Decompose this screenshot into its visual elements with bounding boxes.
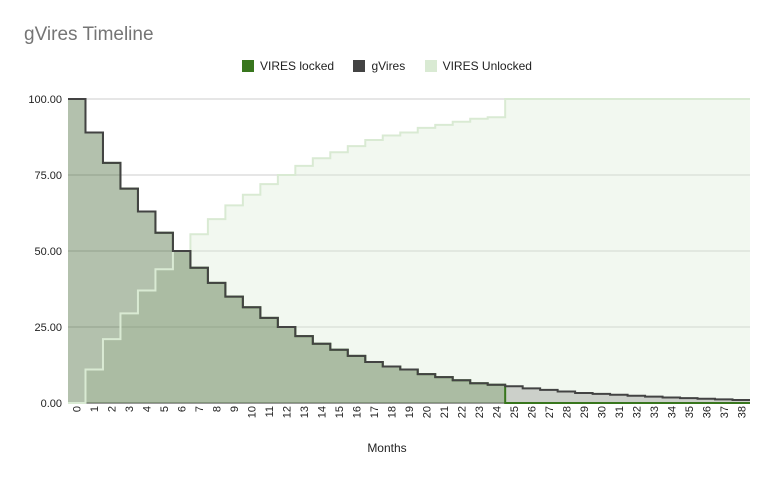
- y-tick-label: 25.00: [34, 322, 62, 334]
- x-tick-label: 10: [247, 406, 259, 418]
- x-tick-label: 11: [264, 406, 276, 417]
- x-tick-label: 16: [352, 406, 364, 418]
- x-tick-label: 13: [299, 406, 311, 418]
- x-tick-label: 0: [72, 406, 84, 412]
- x-tick-label: 18: [387, 406, 399, 418]
- x-axis-ticks: 0 1 2 3 4 5 6 7 8 9 10 11 12 13 14 15 16 17 18 19 20 21 22 23 24…: [72, 406, 749, 418]
- legend-swatch-vires-locked: [242, 59, 255, 72]
- y-tick-label: 100.00: [28, 94, 62, 106]
- legend-item-vires-locked[interactable]: VIRES locked: [242, 59, 334, 73]
- area-gvires: [68, 99, 750, 403]
- x-tick-label: 29: [579, 406, 591, 418]
- x-tick-label: 12: [282, 406, 294, 418]
- legend-item-vires-unlocked[interactable]: VIRES Unlocked: [424, 58, 532, 73]
- y-tick-label: 75.00: [34, 170, 62, 182]
- x-tick-label: 35: [684, 406, 696, 418]
- x-tick-label: 17: [369, 406, 381, 418]
- x-tick-label: 28: [561, 406, 573, 418]
- x-tick-label: 34: [666, 406, 678, 418]
- legend-label-vires-locked: VIRES locked: [260, 58, 335, 73]
- x-tick-label: 7: [194, 406, 206, 412]
- chart-title: gVires Timeline: [24, 24, 154, 45]
- legend-item-gvires[interactable]: gVires: [353, 59, 405, 73]
- series-areas: [68, 99, 750, 403]
- line-gvires: [68, 98, 750, 401]
- x-tick-label: 20: [421, 406, 433, 418]
- x-tick-label: 3: [124, 406, 136, 412]
- legend-label-gvires: gVires: [371, 58, 406, 73]
- x-tick-label: 5: [159, 406, 171, 412]
- x-tick-label: 15: [334, 406, 346, 418]
- x-tick-label: 38: [736, 406, 748, 418]
- area-vires-locked: [68, 99, 750, 403]
- x-axis-label: Months: [367, 441, 407, 455]
- x-tick-label: 22: [456, 406, 468, 418]
- x-tick-label: 19: [404, 406, 416, 418]
- x-tick-label: 6: [177, 406, 189, 412]
- x-tick-label: 14: [317, 406, 329, 418]
- x-tick-label: 31: [614, 406, 626, 418]
- x-tick-label: 30: [596, 406, 608, 418]
- x-tick-label: 33: [649, 406, 661, 418]
- y-tick-label: 0.00: [41, 398, 62, 410]
- legend: VIRES locked gVires VIRES Unlocked: [0, 58, 774, 73]
- x-tick-label: 9: [229, 406, 241, 412]
- x-tick-label: 25: [509, 406, 521, 418]
- x-tick-label: 27: [544, 406, 556, 418]
- area-vires-unlocked: [68, 99, 750, 403]
- series-lines: [68, 98, 750, 404]
- x-tick-label: 24: [491, 406, 503, 418]
- x-tick-label: 37: [719, 406, 731, 418]
- line-vires-unlocked: [68, 98, 750, 404]
- x-tick-label: 8: [212, 406, 224, 412]
- x-tick-label: 4: [142, 406, 154, 412]
- y-axis-ticks: 0.00 25.00 50.00 75.00 100.00: [28, 94, 62, 410]
- legend-label-vires-unlocked: VIRES Unlocked: [442, 58, 532, 73]
- legend-swatch-gvires: [353, 59, 366, 72]
- x-tick-label: 23: [474, 406, 486, 418]
- x-tick-label: 36: [701, 406, 713, 418]
- y-tick-label: 50.00: [34, 246, 62, 258]
- legend-swatch-vires-unlocked: [424, 59, 437, 72]
- x-tick-label: 2: [107, 406, 119, 412]
- x-tick-label: 21: [439, 406, 451, 418]
- x-tick-label: 26: [526, 406, 538, 418]
- x-tick-label: 32: [631, 406, 643, 418]
- x-tick-label: 1: [89, 406, 101, 412]
